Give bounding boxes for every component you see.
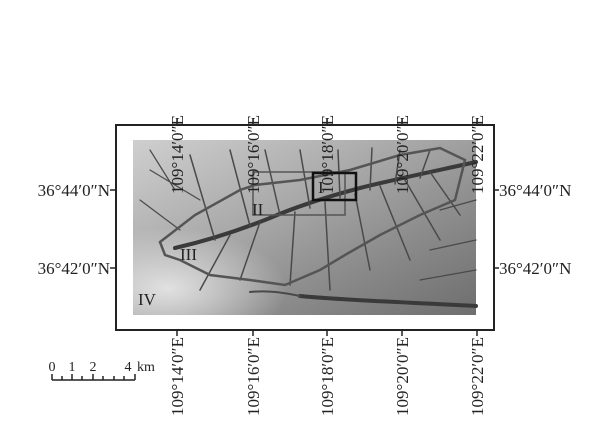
scale-label: 2 (90, 360, 97, 375)
left-lat-label: 36°42′0″N (38, 259, 110, 278)
region-label: III (180, 245, 197, 264)
scale-label: 1 (69, 360, 76, 375)
top-lon-label: 109°16′0″E (244, 115, 263, 194)
right-lat-label: 36°44′0″N (499, 181, 571, 200)
top-lon-label: 109°20′0″E (393, 115, 412, 194)
scale-label: 4 (125, 360, 132, 375)
scale-unit: km (137, 360, 155, 375)
bottom-lon-label: 109°16′0″E (244, 337, 263, 416)
scale-label: 0 (49, 360, 56, 375)
top-lon-label: 109°22′0″E (468, 115, 487, 194)
top-lon-label: 109°14′0″E (168, 115, 187, 194)
bottom-lon-label: 109°20′0″E (393, 337, 412, 416)
left-lat-label: 36°44′0″N (38, 181, 110, 200)
region-label: II (252, 200, 264, 219)
scale-bar (52, 374, 135, 380)
bottom-lon-label: 109°18′0″E (318, 337, 337, 416)
right-lat-label: 36°42′0″N (499, 259, 571, 278)
map-figure: 109°14′0″E 109°16′0″E 109°18′0″E 109°20′0″E… (0, 0, 604, 446)
bottom-lon-label: 109°14′0″E (168, 337, 187, 416)
region-label: IV (138, 290, 157, 309)
region-label: I (318, 178, 324, 197)
bottom-lon-label: 109°22′0″E (468, 337, 487, 416)
